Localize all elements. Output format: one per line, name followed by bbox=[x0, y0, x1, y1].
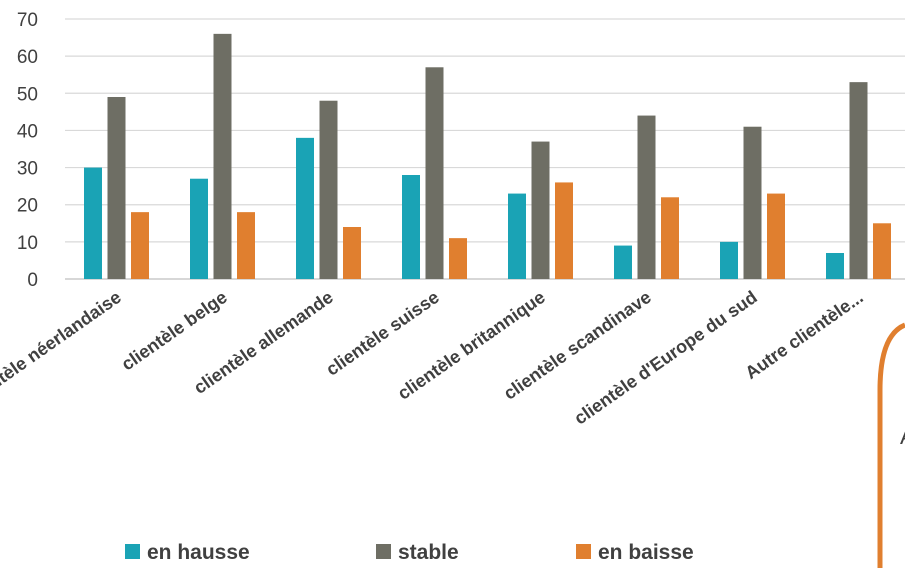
x-tick-label: clientèle néerlandaise bbox=[0, 287, 125, 411]
bar-en-hausse-2 bbox=[296, 137, 314, 279]
bar-en-hausse-1 bbox=[190, 178, 208, 279]
bar-en-baisse-1 bbox=[237, 212, 255, 279]
bar-en-hausse-0 bbox=[84, 167, 102, 279]
bar-en-baisse-3 bbox=[449, 238, 467, 279]
bar-en-baisse-2 bbox=[343, 227, 361, 279]
y-tick-label: 0 bbox=[27, 270, 38, 291]
y-tick-label: 60 bbox=[17, 47, 38, 68]
bar-stable-1 bbox=[213, 33, 232, 279]
bar-stable-2 bbox=[319, 100, 338, 279]
bars bbox=[84, 33, 891, 280]
y-tick-label: 40 bbox=[17, 121, 38, 142]
legend-swatch bbox=[376, 544, 391, 559]
bar-stable-0 bbox=[107, 97, 126, 279]
bar-stable-3 bbox=[425, 67, 444, 280]
bar-stable-4 bbox=[531, 141, 550, 279]
legend-label: en hausse bbox=[147, 541, 250, 564]
x-tick-label: clientèle d'Europe du sud bbox=[570, 287, 760, 429]
legend-swatch bbox=[125, 544, 140, 559]
legend-label: en baisse bbox=[598, 541, 694, 564]
y-tick-label: 10 bbox=[17, 233, 38, 254]
x-tick-label: Autre clientèle... bbox=[741, 287, 866, 383]
y-tick-label: 70 bbox=[17, 10, 38, 31]
bar-en-hausse-3 bbox=[402, 175, 420, 279]
y-tick-label: 50 bbox=[17, 84, 38, 105]
legend: en hausse stable en baisse bbox=[125, 541, 694, 564]
bar-en-baisse-7 bbox=[873, 223, 891, 279]
y-axis: 0 10 20 30 40 50 60 70 bbox=[17, 10, 38, 291]
bar-en-hausse-6 bbox=[720, 241, 738, 279]
y-tick-label: 30 bbox=[17, 159, 38, 180]
legend-label: stable bbox=[398, 541, 459, 564]
y-tick-label: 20 bbox=[17, 196, 38, 217]
bar-stable-7 bbox=[849, 82, 868, 280]
legend-swatch bbox=[576, 544, 591, 559]
bar-en-hausse-7 bbox=[826, 253, 844, 279]
bar-en-baisse-6 bbox=[767, 193, 785, 279]
callout-text: A bbox=[900, 424, 905, 449]
bar-en-baisse-5 bbox=[661, 197, 679, 279]
bar-stable-5 bbox=[637, 115, 656, 279]
callout-border bbox=[877, 322, 905, 568]
bar-stable-6 bbox=[743, 126, 762, 279]
callout-box: A bbox=[877, 322, 905, 568]
bar-en-baisse-4 bbox=[555, 182, 573, 279]
bar-en-hausse-5 bbox=[614, 245, 632, 279]
bar-en-baisse-0 bbox=[131, 212, 149, 279]
x-tick-label: clientèle belge bbox=[118, 287, 231, 375]
bar-en-hausse-4 bbox=[508, 193, 526, 279]
